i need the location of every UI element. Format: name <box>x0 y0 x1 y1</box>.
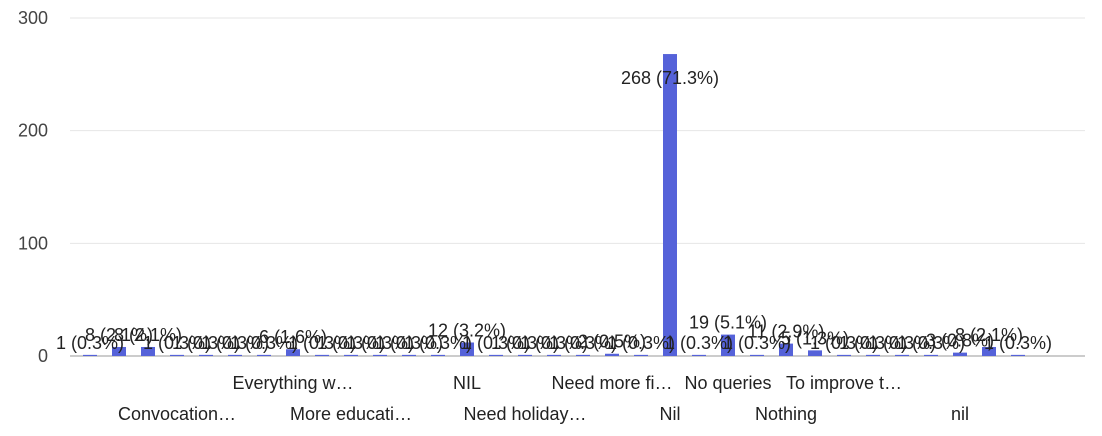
bar-8 <box>286 349 300 356</box>
data-label: 268 (71.3%) <box>621 68 719 88</box>
data-label: 8 (2.1%) <box>85 325 153 345</box>
data-label: 1 (0.3%) <box>491 333 559 353</box>
bar-1 <box>83 354 97 356</box>
x-category-label: More educati… <box>290 404 412 424</box>
bar-24 <box>750 354 764 356</box>
bar-28 <box>866 354 880 356</box>
x-category-label: nil <box>951 404 969 424</box>
data-label: 1 (0.3%) <box>520 333 588 353</box>
bar-15 <box>489 354 503 356</box>
data-label: 1 (0.3%) <box>607 333 675 353</box>
x-category-label: Need more fi… <box>551 373 672 393</box>
data-label: 1 (0.3%) <box>346 333 414 353</box>
bar-2 <box>112 346 126 356</box>
bar-32 <box>982 346 996 356</box>
bar-5 <box>199 354 213 356</box>
data-label: 1 (0.3%) <box>201 333 269 353</box>
x-category-label: NIL <box>453 373 481 393</box>
data-label: 8 (2.1%) <box>955 325 1023 345</box>
x-category-label: Convocation… <box>118 404 236 424</box>
bar-17 <box>547 354 561 356</box>
bar-12 <box>402 354 416 356</box>
data-label: 1 (0.3%) <box>404 333 472 353</box>
x-category-label: To improve t… <box>786 373 902 393</box>
data-label: 1 (0.3%) <box>810 333 878 353</box>
y-tick-label: 100 <box>18 233 48 253</box>
data-label: 1 (0.3%) <box>288 333 356 353</box>
y-tick-label: 0 <box>38 346 48 366</box>
y-tick-label: 200 <box>18 121 48 141</box>
data-label: 1 (0.3%) <box>839 333 907 353</box>
data-label: 1 (0.3%) <box>984 333 1052 353</box>
bar-3 <box>141 346 155 356</box>
data-label: 1 (0.3%) <box>172 333 240 353</box>
bar-11 <box>373 354 387 356</box>
x-category-label: Everything w… <box>232 373 353 393</box>
bar-9 <box>315 354 329 356</box>
data-label: 1 (0.3%) <box>665 333 733 353</box>
y-tick-label: 300 <box>18 8 48 28</box>
data-label: 3 (0.8%) <box>926 331 994 351</box>
data-label: 5 (1.3%) <box>781 328 849 348</box>
bar-25 <box>779 343 793 356</box>
bar-16 <box>518 354 532 356</box>
bar-29 <box>895 354 909 356</box>
bar-18 <box>576 354 590 356</box>
bar-30 <box>924 354 938 356</box>
bar-26 <box>808 350 822 356</box>
bar-27 <box>837 354 851 356</box>
data-label: 1 (0.3%) <box>230 333 298 353</box>
bar-14 <box>460 342 474 356</box>
data-label: 1 (0.3%) <box>143 333 211 353</box>
x-category-label: Nil <box>660 404 681 424</box>
data-label: 19 (5.1%) <box>689 313 767 333</box>
data-label: 2 (0.5%) <box>578 332 646 352</box>
data-label: 1 (0.3%) <box>317 333 385 353</box>
data-label: 8 (2.1%) <box>114 325 182 345</box>
data-label: 1 (0.3%) <box>897 333 965 353</box>
bar-7 <box>257 354 271 356</box>
bar-23 <box>721 334 735 356</box>
data-label: 12 (3.2%) <box>428 320 506 340</box>
bar-31 <box>953 352 967 356</box>
bar-21 <box>663 54 677 356</box>
bar-22 <box>692 354 706 356</box>
data-label: 1 (0.3%) <box>56 333 124 353</box>
data-label: 1 (0.3%) <box>868 333 936 353</box>
data-label: 1 (0.3%) <box>549 333 617 353</box>
data-label: 1 (0.3%) <box>375 333 443 353</box>
x-category-label: Need holiday… <box>463 404 586 424</box>
bar-6 <box>228 354 242 356</box>
bar-13 <box>431 354 445 356</box>
x-category-label: Nothing <box>755 404 817 424</box>
bar-19 <box>605 353 619 356</box>
data-label: 1 (0.3%) <box>723 333 791 353</box>
data-label: 1 (0.3%) <box>462 333 530 353</box>
bar-10 <box>344 354 358 356</box>
bar-20 <box>634 354 648 356</box>
bar-4 <box>170 354 184 356</box>
data-label: 11 (2.9%) <box>748 322 825 342</box>
x-category-label: No queries <box>684 373 771 393</box>
bar-33 <box>1011 354 1025 356</box>
data-label: 6 (1.6%) <box>259 327 327 347</box>
